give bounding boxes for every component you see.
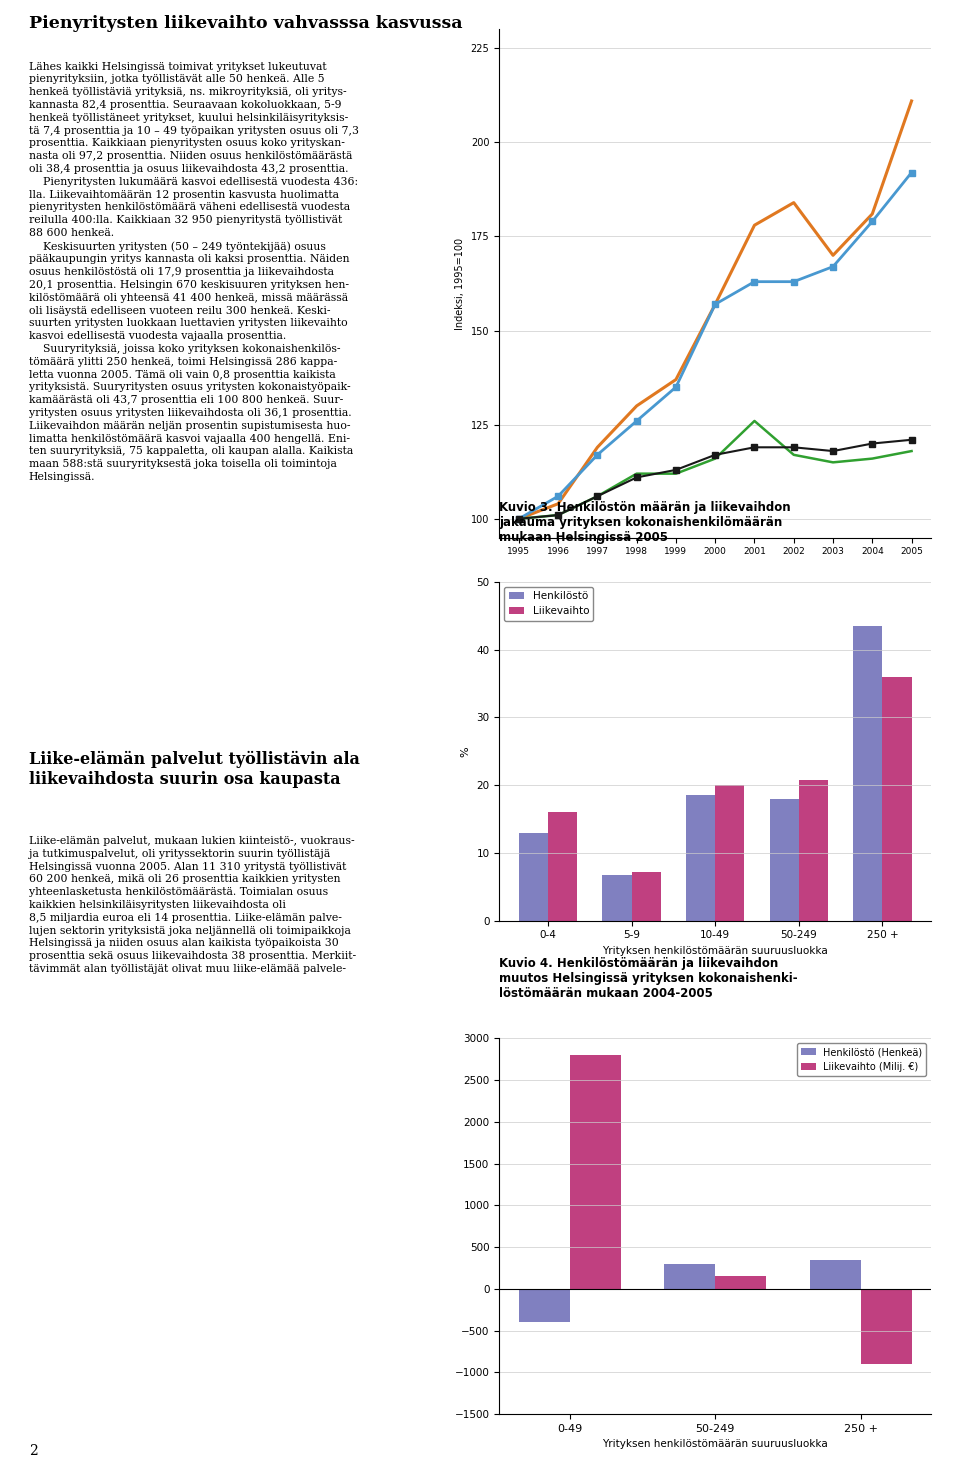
Y-axis label: Indeksi, 1995=100: Indeksi, 1995=100 bbox=[455, 237, 466, 330]
Text: 2: 2 bbox=[29, 1444, 37, 1458]
Legend: Liikevaihto,Helsinki, Liikevaihto,koko maa, Henkilöstö, Helsinki, Henkilöstö, ko: Liikevaihto,Helsinki, Liikevaihto,koko m… bbox=[504, 633, 772, 663]
Bar bbox=[882, 676, 912, 921]
Text: Kuvio 3. Henkilöstön määrän ja liikevaihdon
jakauma yrityksen kokonaishenkilömää: Kuvio 3. Henkilöstön määrän ja liikevaih… bbox=[499, 501, 791, 544]
Bar bbox=[518, 832, 548, 921]
Text: Liike-elämän palvelut työllistävin ala
liikevaihdosta suurin osa kaupasta: Liike-elämän palvelut työllistävin ala l… bbox=[29, 751, 360, 788]
Text: Kuvio 4. Henkilöstömäärän ja liikevaihdon
muutos Helsingissä yrityksen kokonaish: Kuvio 4. Henkilöstömäärän ja liikevaihdo… bbox=[499, 957, 798, 1000]
Bar bbox=[518, 1289, 569, 1323]
Bar bbox=[715, 785, 744, 921]
Bar bbox=[715, 1276, 766, 1289]
Legend: Henkilöstö (Henkeä), Liikevaihto (Milij. €): Henkilöstö (Henkeä), Liikevaihto (Milij.… bbox=[797, 1043, 926, 1075]
Bar bbox=[664, 1264, 715, 1289]
Bar bbox=[548, 812, 577, 921]
Bar bbox=[770, 798, 799, 921]
Bar bbox=[602, 875, 632, 921]
Bar bbox=[686, 795, 715, 921]
Bar bbox=[569, 1055, 621, 1289]
Text: Liike-elämän palvelut, mukaan lukien kiinteistö-, vuokraus-
ja tutkimuspalvelut,: Liike-elämän palvelut, mukaan lukien kii… bbox=[29, 837, 356, 974]
Bar bbox=[853, 626, 882, 921]
X-axis label: Yrityksen henkilöstömäärän suuruusluokka: Yrityksen henkilöstömäärän suuruusluokka bbox=[602, 946, 828, 956]
X-axis label: Yrityksen henkilöstömäärän suuruusluokka: Yrityksen henkilöstömäärän suuruusluokka bbox=[602, 1439, 828, 1449]
Bar bbox=[799, 779, 828, 921]
Legend: Henkilöstö, Liikevaihto: Henkilöstö, Liikevaihto bbox=[504, 588, 593, 620]
Bar bbox=[861, 1289, 912, 1364]
Bar bbox=[809, 1259, 861, 1289]
Bar bbox=[632, 872, 660, 921]
Y-axis label: %: % bbox=[461, 745, 470, 757]
Text: Pienyritysten liikevaihto vahvasssa kasvussa: Pienyritysten liikevaihto vahvasssa kasv… bbox=[29, 15, 463, 32]
Text: Lähes kaikki Helsingissä toimivat yritykset lukeutuvat
​pienyrityksiin, jotka ty: Lähes kaikki Helsingissä toimivat yrityk… bbox=[29, 62, 359, 482]
